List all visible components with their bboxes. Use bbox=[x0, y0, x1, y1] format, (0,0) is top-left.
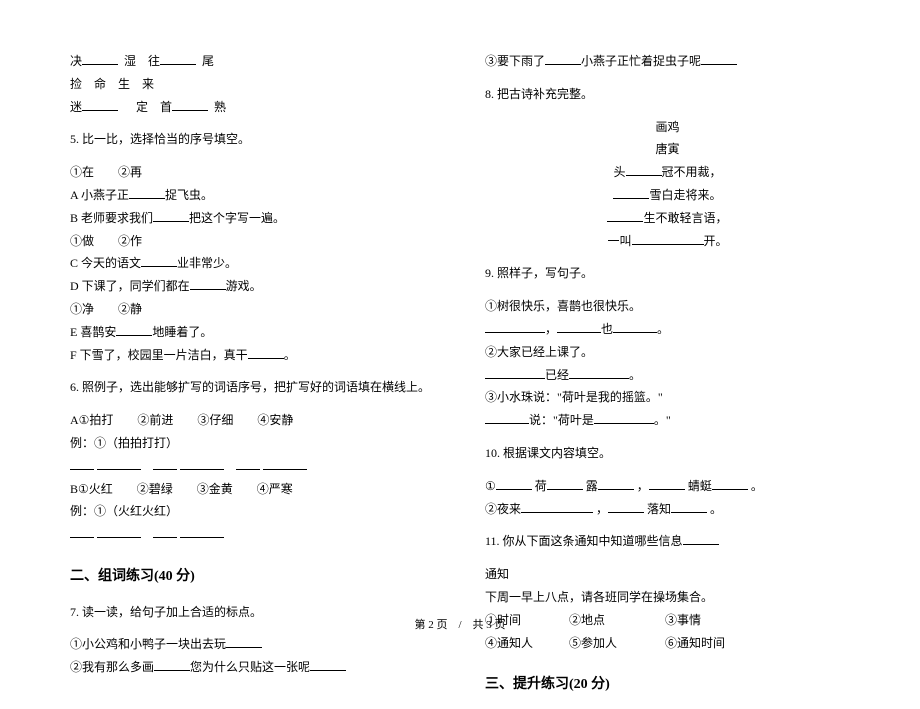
q9-l3b-a: 说："荷叶是 bbox=[529, 413, 594, 427]
q5d2: 游戏。 bbox=[226, 279, 262, 293]
wr2a: 捡 bbox=[70, 77, 82, 91]
q9-l3: ③小水珠说："荷叶是我的摇篮。" bbox=[485, 386, 850, 409]
q10-r1: ① 荷 露 ， 蜻蜓 。 bbox=[485, 475, 850, 498]
q9-l1: ①树很快乐，喜鹊也很快乐。 bbox=[485, 295, 850, 318]
q9-l2b-a: 已经 bbox=[545, 368, 569, 382]
q9-title: 9. 照样子，写句子。 bbox=[485, 262, 850, 285]
q5c2: 业非常少。 bbox=[177, 256, 237, 270]
q6-exB: 例：①（火红火红） bbox=[70, 500, 435, 523]
q7-l2b: 您为什么只贴这一张呢 bbox=[190, 660, 310, 674]
q5f1: F 下雪了，校园里一片洁白，真干 bbox=[70, 348, 248, 362]
q8-title: 8. 把古诗补充完整。 bbox=[485, 83, 850, 106]
wr3a: 迷 bbox=[70, 100, 82, 114]
q5-pair34: ①做 ②作 bbox=[70, 230, 435, 253]
q7-l2a: ②我有那么多画 bbox=[70, 660, 154, 674]
q5b2: 把这个字写一遍。 bbox=[189, 211, 285, 225]
q6-title: 6. 照例子，选出能够扩写的词语序号，把扩写好的词语填在横线上。 bbox=[70, 376, 435, 399]
wr3d1: 首 bbox=[160, 100, 172, 114]
q5f2: 。 bbox=[284, 348, 296, 362]
q5e2: 地睡着了。 bbox=[152, 325, 212, 339]
q5a2: 捉飞虫。 bbox=[165, 188, 213, 202]
q5d1: D 下课了，同学们都在 bbox=[70, 279, 190, 293]
q9-l3b-b: 。" bbox=[654, 413, 671, 427]
q5-title: 5. 比一比，选择恰当的序号填空。 bbox=[70, 128, 435, 151]
p3a: 生不敢轻言语， bbox=[643, 211, 727, 225]
q9-l2: ②大家已经上课了。 bbox=[485, 341, 850, 364]
q11-title: 11. 你从下面这条通知中知道哪些信息 bbox=[485, 534, 683, 548]
q5b1: B 老师要求我们 bbox=[70, 211, 153, 225]
q6-blanksB bbox=[70, 523, 435, 546]
q6-rowA: A①拍打 ②前进 ③仔细 ④安静 bbox=[70, 409, 435, 432]
q5c1: C 今天的语文 bbox=[70, 256, 141, 270]
poem-author: 唐寅 bbox=[485, 138, 850, 161]
section-2-title: 二、组词练习(40 分) bbox=[70, 564, 435, 591]
notice-b: 下周一早上八点，请各班同学在操场集合。 bbox=[485, 586, 850, 609]
wr2d: 来 bbox=[142, 77, 154, 91]
q9-l1b-b: 也 bbox=[601, 322, 613, 336]
wr1c: 往 bbox=[148, 54, 160, 68]
q7-l1: ①小公鸡和小鸭子一块出去玩 bbox=[70, 637, 226, 651]
q5e1: E 喜鹊安 bbox=[70, 325, 116, 339]
q9-l1b-a: ， bbox=[545, 322, 557, 336]
q5-pair12: ①在 ②再 bbox=[70, 161, 435, 184]
q7-l3a: ③要下雨了 bbox=[485, 54, 545, 68]
wr1a: 决 bbox=[70, 54, 82, 68]
q10-r2: ②夜来 ， 落知 。 bbox=[485, 498, 850, 521]
page-footer: 第 2 页 / 共 3 页 bbox=[0, 616, 920, 632]
p4b: 开。 bbox=[704, 234, 728, 248]
q11-opts2: ④通知人 ⑤参加人 ⑥通知时间 bbox=[485, 632, 850, 655]
q7-l3b: 小燕子正忙着捉虫子呢 bbox=[581, 54, 701, 68]
q5a1: A 小燕子正 bbox=[70, 188, 129, 202]
poem-title: 画鸡 bbox=[485, 116, 850, 139]
q6-blanksA bbox=[70, 455, 435, 478]
q10-title: 10. 根据课文内容填空。 bbox=[485, 442, 850, 465]
wr2b: 命 bbox=[94, 77, 106, 91]
notice-h: 通知 bbox=[485, 563, 850, 586]
section-3-title: 三、提升练习(20 分) bbox=[485, 672, 850, 699]
p2a: 雪白走将来。 bbox=[649, 188, 721, 202]
q6-rowB: B①火红 ②碧绿 ③金黄 ④严寒 bbox=[70, 478, 435, 501]
wr3c: 定 bbox=[136, 100, 148, 114]
p4a: 一叫 bbox=[607, 234, 631, 248]
q5-pair56: ①净 ②静 bbox=[70, 298, 435, 321]
p1a: 头 bbox=[613, 165, 625, 179]
q6-exA: 例：①（拍拍打打） bbox=[70, 432, 435, 455]
wr3d2: 熟 bbox=[214, 100, 226, 114]
right-column: ③要下雨了 小燕子正忙着捉虫子呢 8. 把古诗补充完整。 画鸡 唐寅 头 冠不用裁，… bbox=[485, 50, 850, 709]
page-columns: 决 湿 往 尾 捡 命 生 来 迷 定 首 熟 5. 比一比，选择恰当的序号填空… bbox=[70, 50, 850, 709]
wr2c: 生 bbox=[118, 77, 130, 91]
wr1d: 尾 bbox=[202, 54, 214, 68]
wr1b: 湿 bbox=[124, 54, 136, 68]
q9-l2b-b: 。 bbox=[629, 368, 641, 382]
left-column: 决 湿 往 尾 捡 命 生 来 迷 定 首 熟 5. 比一比，选择恰当的序号填空… bbox=[70, 50, 435, 709]
q9-l1b-c: 。 bbox=[657, 322, 669, 336]
word-grid: 决 湿 往 尾 捡 命 生 来 迷 定 首 熟 bbox=[70, 50, 435, 118]
p1b: 冠不用裁， bbox=[662, 165, 722, 179]
